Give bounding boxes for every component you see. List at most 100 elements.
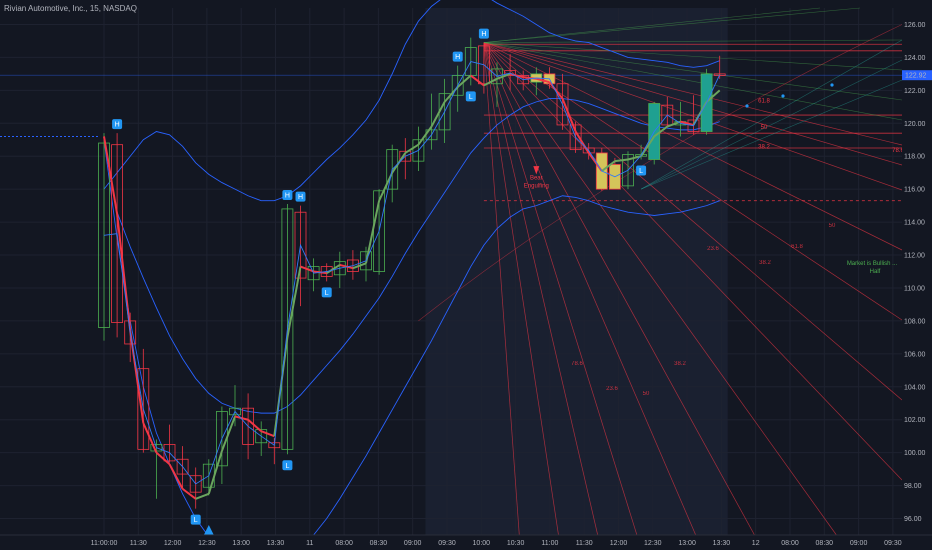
zigzag-segment [247, 418, 262, 432]
time-tick-label: 13:00 [678, 540, 696, 547]
pivot-marker-h[interactable]: H [282, 189, 293, 200]
zigzag-segment [286, 266, 302, 338]
symbol-title: Rivian Automotive, Inc., 15, NASDAQ [4, 4, 137, 13]
pivot-marker-l[interactable]: L [190, 514, 201, 525]
candle-body [255, 429, 268, 444]
zigzag-segment [142, 422, 158, 454]
candle[interactable] [399, 138, 412, 180]
candle[interactable] [661, 96, 674, 127]
fib-level-label: 61.8 [758, 99, 770, 105]
marker-badge [112, 119, 123, 130]
candle-body [386, 149, 399, 190]
price-tick-label: 120.00 [904, 121, 926, 128]
signal-dot [781, 94, 785, 98]
time-axis-bg [0, 535, 932, 550]
pivot-marker-l[interactable]: L [282, 460, 293, 471]
fib-fan-line [483, 42, 641, 546]
zigzag-segment [705, 89, 721, 103]
candle-body [229, 407, 241, 416]
marker-badge [636, 165, 647, 176]
market-bullish-label: Market is Bullish ... [847, 261, 898, 267]
pivot-marker-h[interactable]: H [478, 28, 489, 39]
candle[interactable] [504, 54, 517, 91]
candle[interactable] [189, 467, 202, 509]
fan-label: 38.2 [759, 260, 771, 266]
marker-label: H [481, 31, 486, 38]
fib-fan-line [483, 42, 561, 546]
marker-label: L [285, 463, 289, 470]
fan-label: 23.6 [606, 386, 618, 392]
candle[interactable] [556, 73, 569, 130]
candle-body [281, 208, 294, 450]
time-tick-label: 12:30 [198, 540, 216, 547]
candle-body [569, 124, 582, 151]
time-tick-label: 13:30 [267, 540, 285, 547]
fib-arc [418, 24, 903, 322]
price-tick-label: 100.00 [904, 450, 926, 457]
background-layer [425, 8, 728, 535]
candle-body [163, 444, 176, 462]
time-tick-label: 11 [306, 540, 313, 547]
zigzag-segment [326, 264, 341, 274]
time-axis[interactable]: 11:00:00 11:30 12:00 12:30 13:00 13:30 11 08:00… [0, 534, 932, 550]
half-label: Half [870, 269, 881, 275]
zigzag-segment [561, 98, 577, 132]
fib-fan-line [483, 42, 903, 191]
pivot-marker-h[interactable]: H [452, 51, 463, 62]
zigzag-segment [195, 492, 210, 500]
candle-body [189, 475, 202, 493]
candle[interactable] [229, 385, 241, 427]
zigzag-segment [181, 488, 197, 500]
price-axis[interactable]: 126.00 124.00 122.00 120.00 118.00 116.00 114.… [902, 0, 932, 550]
candle[interactable] [294, 205, 307, 307]
price-tick-label: 114.00 [904, 220, 925, 227]
time-tick-label: 12 [752, 540, 760, 547]
zigzag-segment [300, 265, 314, 273]
marker-label: H [285, 192, 290, 199]
marker-badge [282, 460, 293, 471]
last-price-badge[interactable] [902, 70, 932, 81]
time-tick-label: 08:30 [816, 540, 834, 547]
candle[interactable] [163, 424, 176, 463]
candle[interactable] [255, 421, 268, 456]
price-midline [103, 61, 721, 485]
candle[interactable] [412, 126, 425, 172]
zigzag-segment [207, 450, 223, 495]
zigzag-segment [601, 160, 616, 172]
candle-body [242, 407, 255, 445]
pivot-marker-l[interactable]: L [321, 287, 332, 298]
time-tick-label: 12:00 [610, 540, 628, 547]
pivot-marker-l[interactable]: L [465, 91, 476, 102]
pivot-marker-l[interactable]: L [636, 165, 647, 176]
price-axis-bg [902, 0, 932, 550]
candle[interactable] [98, 133, 110, 341]
fib-fan-line-green [483, 42, 903, 71]
candle[interactable] [137, 348, 150, 453]
candle-body [412, 139, 425, 162]
zigzag-segment [496, 72, 511, 80]
candle-body [504, 70, 517, 76]
bottom-pivot-arrow[interactable] [203, 525, 214, 535]
markers-layer[interactable]: H L H L H L H H L L [112, 28, 647, 535]
price-tick-label: 122.00 [904, 88, 926, 95]
price-tick-label: 110.00 [904, 285, 925, 292]
zigzag-segment [536, 77, 550, 84]
candle-body [556, 83, 569, 126]
candle-body [622, 154, 634, 187]
candle[interactable] [687, 95, 700, 135]
fib-fan-line-green [483, 7, 861, 43]
time-tick-label: 08:00 [335, 540, 353, 547]
fib-fan-line [483, 42, 701, 546]
fan-label: 50 [829, 223, 836, 229]
bb-upper [103, 0, 720, 202]
bb-middle [103, 98, 720, 414]
zigzag-segment [430, 101, 446, 128]
candle-body [451, 75, 464, 96]
pivot-marker-h[interactable]: H [112, 119, 123, 130]
candle[interactable] [517, 70, 530, 91]
zigzag-segment [260, 430, 275, 438]
fan-label: 61.8 [791, 244, 803, 250]
candle[interactable] [451, 65, 464, 112]
pivot-marker-h[interactable]: H [295, 191, 306, 202]
